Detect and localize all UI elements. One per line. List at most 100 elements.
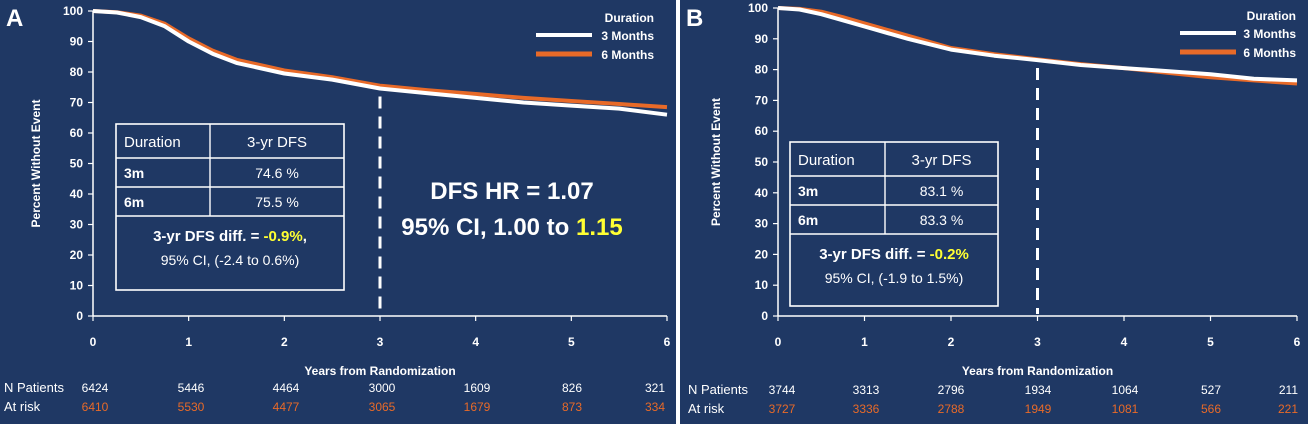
at-risk-6m-count: 221 bbox=[1278, 402, 1298, 416]
at-risk-3m-count: 5446 bbox=[178, 381, 205, 395]
x-tick-label: 2 bbox=[281, 335, 288, 349]
x-tick-label: 2 bbox=[948, 335, 955, 349]
y-tick-label: 30 bbox=[70, 218, 84, 232]
dfs-table-header: 3-yr DFS bbox=[912, 152, 972, 169]
panel-background bbox=[680, 0, 1308, 424]
x-tick-label: 3 bbox=[377, 335, 384, 349]
x-axis-label: Years from Randomization bbox=[962, 364, 1113, 378]
y-axis-label: Percent Without Event bbox=[709, 98, 723, 226]
dfs-table-cell: 6m bbox=[124, 194, 144, 210]
legend-title: Duration bbox=[605, 11, 654, 25]
y-tick-label: 100 bbox=[748, 1, 768, 15]
panel-background bbox=[0, 0, 676, 424]
dfs-diff-prefix: 3-yr DFS diff. = bbox=[819, 246, 929, 263]
x-tick-label: 1 bbox=[185, 335, 192, 349]
at-risk-6m-count: 873 bbox=[562, 400, 582, 414]
dfs-ci-line: 95% CI, (-1.9 to 1.5%) bbox=[825, 270, 964, 286]
at-risk-6m-count: 5530 bbox=[178, 400, 205, 414]
at-risk-label: At risk bbox=[4, 399, 41, 414]
at-risk-3m-count: 3744 bbox=[769, 383, 796, 397]
at-risk-6m-count: 1081 bbox=[1112, 402, 1139, 416]
x-axis-label: Years from Randomization bbox=[304, 364, 455, 378]
y-tick-label: 40 bbox=[755, 186, 769, 200]
at-risk-6m-count: 566 bbox=[1201, 402, 1221, 416]
dfs-table-cell: 3m bbox=[124, 165, 144, 181]
at-risk-3m-count: 3313 bbox=[853, 383, 880, 397]
dfs-table bbox=[115, 123, 345, 291]
at-risk-3m-count: 1064 bbox=[1112, 383, 1139, 397]
hr-ci-upper: 1.15 bbox=[576, 214, 623, 241]
legend-entry-3m: 3 Months bbox=[601, 29, 654, 43]
y-tick-label: 70 bbox=[755, 93, 769, 107]
at-risk-3m-count: 4464 bbox=[273, 381, 300, 395]
y-tick-label: 0 bbox=[76, 309, 83, 323]
y-tick-label: 30 bbox=[755, 217, 769, 231]
y-tick-label: 50 bbox=[755, 155, 769, 169]
x-tick-label: 0 bbox=[90, 335, 97, 349]
y-tick-label: 70 bbox=[70, 96, 84, 110]
panel-label: A bbox=[6, 5, 23, 32]
y-tick-label: 20 bbox=[70, 248, 84, 262]
at-risk-6m-count: 3727 bbox=[769, 402, 796, 416]
legend-entry-6m: 6 Months bbox=[601, 48, 654, 62]
at-risk-3m-count: 211 bbox=[1279, 383, 1298, 397]
at-risk-3m-count: 6424 bbox=[82, 381, 109, 395]
y-tick-label: 40 bbox=[70, 187, 84, 201]
hr-ci-prefix: 95% CI, 1.00 to bbox=[401, 214, 576, 241]
legend-entry-3m: 3 Months bbox=[1243, 27, 1296, 41]
hr-line-2: 95% CI, 1.00 to 1.15 bbox=[401, 214, 622, 241]
dfs-table-header: Duration bbox=[124, 134, 181, 151]
at-risk-3m-count: 1934 bbox=[1025, 383, 1052, 397]
dfs-table-header: 3-yr DFS bbox=[247, 134, 307, 151]
y-tick-label: 80 bbox=[70, 65, 84, 79]
at-risk-6m-count: 1679 bbox=[464, 400, 491, 414]
at-risk-label-n: N Patients bbox=[688, 382, 748, 397]
dfs-table bbox=[789, 141, 999, 307]
dfs-ci-line: 95% CI, (-2.4 to 0.6%) bbox=[161, 252, 300, 268]
dfs-table-header: Duration bbox=[798, 152, 855, 169]
series-line-3m bbox=[92, 9, 668, 117]
y-tick-label: 60 bbox=[755, 124, 769, 138]
at-risk-3m-count: 826 bbox=[562, 381, 582, 395]
at-risk-label-n: N Patients bbox=[4, 380, 64, 395]
x-tick-label: 5 bbox=[568, 335, 575, 349]
dfs-table-cell: 6m bbox=[798, 212, 818, 228]
x-tick-label: 4 bbox=[472, 335, 479, 349]
at-risk-3m-count: 3000 bbox=[369, 381, 396, 395]
legend-entry-6m: 6 Months bbox=[1243, 46, 1296, 60]
x-tick-label: 0 bbox=[775, 335, 782, 349]
y-tick-label: 10 bbox=[70, 279, 84, 293]
dfs-diff-suffix: , bbox=[303, 228, 307, 245]
y-tick-label: 100 bbox=[63, 4, 83, 18]
at-risk-6m-count: 334 bbox=[645, 400, 665, 414]
x-tick-label: 3 bbox=[1034, 335, 1041, 349]
y-tick-label: 90 bbox=[70, 35, 84, 49]
dfs-diff-value: -0.9% bbox=[264, 228, 303, 245]
hr-line-1: DFS HR = 1.07 bbox=[430, 178, 593, 205]
y-tick-label: 0 bbox=[761, 309, 768, 323]
dfs-table-cell: 75.5 % bbox=[255, 194, 299, 210]
x-tick-label: 4 bbox=[1121, 335, 1128, 349]
dfs-diff-value: -0.2% bbox=[930, 246, 969, 263]
panel-a: A 0 10 20 30 40 50 60 70 80 90 100 0 1 2 3 4 5 6 Percent Wi… bbox=[0, 0, 676, 424]
series-line-3m bbox=[777, 6, 1298, 83]
y-tick-label: 90 bbox=[755, 32, 769, 46]
at-risk-6m-count: 3065 bbox=[369, 400, 396, 414]
at-risk-6m-count: 4477 bbox=[273, 400, 300, 414]
at-risk-3m-count: 2796 bbox=[938, 383, 965, 397]
dfs-diff-line: 3-yr DFS diff. = -0.2% bbox=[819, 246, 969, 263]
y-axis-label: Percent Without Event bbox=[29, 100, 43, 228]
y-tick-label: 60 bbox=[70, 126, 84, 140]
dfs-diff-prefix: 3-yr DFS diff. = bbox=[153, 228, 263, 245]
at-risk-6m-count: 1949 bbox=[1025, 402, 1052, 416]
dfs-diff-line: 3-yr DFS diff. = -0.9%, bbox=[153, 228, 307, 245]
at-risk-label: At risk bbox=[688, 401, 725, 416]
dfs-table-cell: 3m bbox=[798, 183, 818, 199]
at-risk-3m-count: 527 bbox=[1201, 383, 1221, 397]
dfs-table-cell: 74.6 % bbox=[255, 165, 299, 181]
dfs-table-cell: 83.1 % bbox=[920, 183, 964, 199]
at-risk-3m-count: 321 bbox=[645, 381, 665, 395]
at-risk-3m-count: 1609 bbox=[464, 381, 491, 395]
